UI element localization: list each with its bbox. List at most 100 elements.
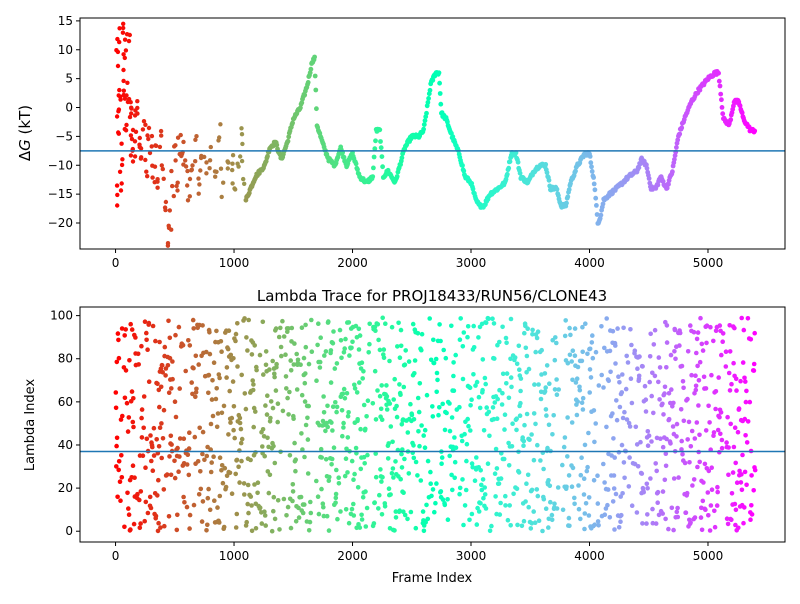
- lambda-point: [191, 326, 196, 331]
- lambda-point: [544, 363, 550, 368]
- lambda-point: [658, 436, 663, 442]
- lambda-point: [533, 421, 538, 427]
- lambda-point: [730, 470, 736, 475]
- lambda-point: [345, 435, 351, 440]
- dg-point: [594, 203, 599, 208]
- lambda-point: [379, 417, 385, 423]
- lambda-point: [587, 367, 593, 372]
- lambda-point: [361, 402, 367, 408]
- lambda-point: [344, 391, 350, 396]
- lambda-point: [585, 351, 590, 357]
- lambda-point: [657, 397, 662, 402]
- lambda-point: [229, 491, 235, 497]
- dg-point: [424, 110, 429, 116]
- dg-point: [158, 128, 164, 134]
- lambda-point: [329, 462, 334, 467]
- lambda-point: [647, 379, 652, 385]
- lambda-point: [206, 390, 211, 396]
- lambda-point: [401, 384, 407, 390]
- dg-point: [230, 161, 235, 166]
- lambda-point: [411, 443, 416, 448]
- lambda-point: [664, 436, 669, 442]
- lambda-point: [396, 320, 401, 326]
- lambda-point: [679, 447, 684, 452]
- lambda-point: [272, 374, 277, 380]
- lambda-point: [371, 521, 377, 526]
- lambda-point: [216, 372, 222, 377]
- lambda-point: [480, 357, 486, 362]
- lambda-point: [734, 388, 739, 393]
- lambda-point: [613, 343, 618, 348]
- lambda-point: [533, 349, 538, 355]
- dg-point: [141, 119, 147, 124]
- lambda-point: [644, 521, 649, 526]
- lambda-point: [523, 499, 528, 504]
- lambda-point: [535, 493, 541, 499]
- lambda-point: [627, 455, 632, 460]
- lambda-point: [737, 468, 742, 474]
- lambda-point: [357, 333, 363, 338]
- lambda-point: [279, 353, 284, 359]
- lambda-point: [671, 476, 677, 481]
- lambda-point: [219, 468, 224, 473]
- lambda-point: [372, 500, 378, 505]
- lambda-point: [211, 454, 216, 460]
- lambda-point: [335, 516, 340, 522]
- lambda-point: [554, 392, 560, 398]
- dg-point: [594, 212, 600, 217]
- lambda-point: [460, 376, 466, 382]
- lambda-point: [239, 458, 244, 464]
- lambda-point: [337, 327, 343, 333]
- lambda-point: [394, 403, 399, 409]
- lambda-point: [415, 473, 420, 478]
- lambda-point: [167, 335, 173, 341]
- lambda-point: [620, 372, 625, 377]
- dg-point: [470, 186, 476, 192]
- dg-point: [371, 154, 377, 160]
- lambda-point: [499, 402, 505, 407]
- lambda-point: [293, 468, 298, 474]
- lambda-point: [568, 332, 573, 338]
- dg-point: [445, 119, 450, 125]
- lambda-point: [574, 376, 580, 382]
- lambda-point: [125, 429, 131, 434]
- lambda-point: [270, 358, 276, 364]
- top-point-group: [114, 21, 758, 248]
- lambda-point: [700, 498, 706, 504]
- lambda-point: [531, 509, 536, 514]
- lambda-point: [202, 457, 207, 463]
- lambda-point: [586, 513, 592, 518]
- lambda-point: [270, 405, 276, 411]
- dg-point: [157, 144, 163, 150]
- lambda-point: [249, 528, 255, 534]
- dg-point: [121, 21, 126, 26]
- lambda-point: [291, 416, 296, 422]
- dg-point: [717, 83, 723, 89]
- lambda-point: [119, 475, 125, 480]
- lambda-point: [419, 331, 425, 337]
- lambda-point: [650, 370, 655, 376]
- lambda-point: [379, 383, 385, 388]
- lambda-point: [563, 318, 568, 323]
- lambda-point: [327, 474, 332, 480]
- lambda-point: [672, 349, 677, 354]
- lambda-point: [393, 509, 399, 514]
- lambda-point: [120, 413, 125, 419]
- lambda-point: [391, 475, 396, 480]
- lambda-point: [233, 471, 238, 477]
- lambda-point: [616, 374, 621, 380]
- lambda-point: [169, 386, 174, 391]
- lambda-point: [238, 440, 244, 446]
- lambda-point: [173, 414, 179, 420]
- lambda-point: [693, 387, 699, 393]
- lambda-point: [283, 374, 289, 379]
- lambda-point: [574, 412, 580, 418]
- lambda-point: [273, 388, 279, 393]
- lambda-point: [713, 389, 719, 394]
- lambda-point: [500, 324, 505, 330]
- lambda-point: [520, 435, 525, 440]
- dg-point: [225, 159, 230, 164]
- lambda-point: [752, 467, 758, 473]
- lambda-point: [625, 360, 631, 365]
- dg-point: [728, 117, 734, 123]
